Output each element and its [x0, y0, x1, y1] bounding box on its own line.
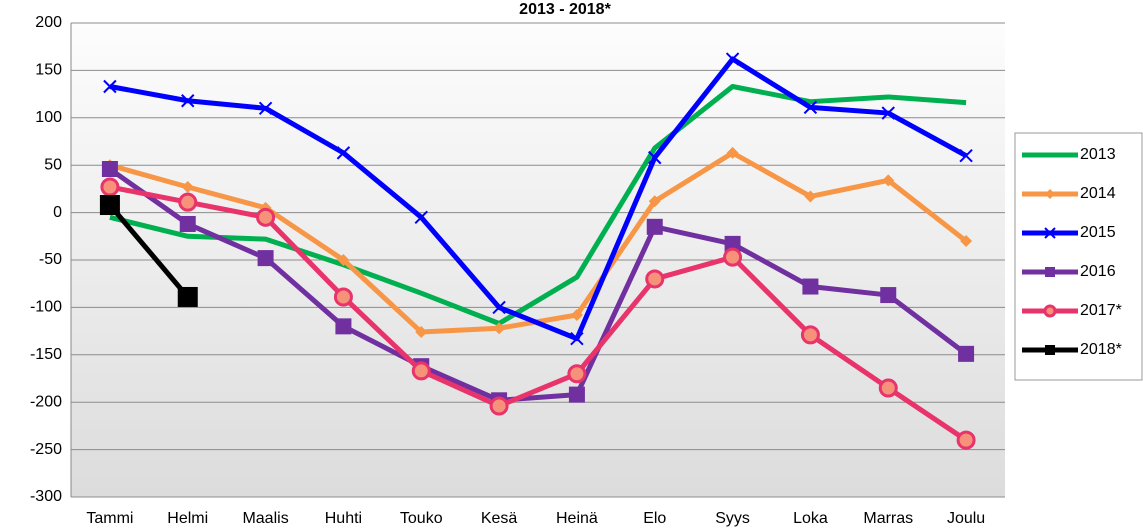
data-point	[335, 318, 352, 335]
data-point	[492, 300, 506, 315]
data-point	[493, 322, 506, 335]
legend-label: 2017*	[1080, 302, 1122, 319]
data-point	[333, 287, 353, 307]
legend-label: 2016	[1080, 263, 1116, 280]
data-point	[411, 361, 431, 381]
data-point	[958, 345, 975, 362]
legend-marker	[1045, 345, 1055, 355]
x-tick-label: Huhti	[325, 510, 362, 527]
data-point	[725, 52, 740, 66]
data-point	[257, 250, 274, 267]
data-point	[489, 396, 509, 416]
data-point	[100, 177, 120, 197]
data-point	[103, 79, 117, 94]
data-point	[878, 378, 898, 398]
series-line	[109, 56, 968, 342]
data-point	[726, 146, 739, 159]
x-tick-label: Syys	[715, 510, 750, 527]
data-point	[570, 331, 584, 346]
data-point	[568, 386, 585, 403]
x-tick-label: Maalis	[242, 510, 288, 527]
y-tick-label: 50	[44, 156, 62, 173]
legend-label: 2015	[1080, 224, 1116, 241]
x-tick-label: Kesä	[481, 510, 518, 527]
x-tick-label: Heinä	[556, 510, 598, 527]
data-point	[882, 174, 895, 187]
data-point	[178, 192, 198, 212]
data-point	[415, 326, 428, 339]
data-point	[567, 364, 587, 384]
x-tick-label: Tammi	[86, 510, 133, 527]
x-tick-label: Loka	[793, 510, 828, 527]
data-point	[724, 235, 741, 252]
data-point	[258, 101, 273, 116]
y-tick-label: 100	[35, 109, 62, 126]
data-point	[181, 94, 195, 108]
legend-label: 2013	[1080, 146, 1116, 163]
data-point	[336, 146, 351, 160]
data-point	[802, 278, 819, 295]
y-tick-label: 0	[53, 204, 62, 221]
data-point	[804, 190, 817, 203]
data-point	[570, 308, 583, 321]
chart-title: 2013 - 2018*	[519, 1, 611, 18]
data-point	[177, 286, 198, 307]
legend-label: 2018*	[1080, 341, 1122, 358]
legend-marker	[1045, 189, 1055, 199]
data-point	[645, 269, 665, 289]
y-tick-label: -250	[30, 441, 62, 458]
x-tick-label: Marras	[863, 510, 913, 527]
x-tick-label: Joulu	[947, 510, 985, 527]
legend-marker	[1043, 304, 1057, 318]
series-line	[108, 166, 968, 403]
y-tick-label: -150	[30, 346, 62, 363]
data-point	[881, 106, 895, 120]
data-point	[880, 287, 897, 304]
data-point	[648, 150, 662, 165]
y-tick-label: 200	[35, 14, 62, 31]
series-line	[109, 184, 968, 443]
data-point	[101, 160, 118, 177]
data-point	[256, 207, 276, 227]
data-point	[646, 218, 663, 235]
y-tick-label: 150	[35, 62, 62, 79]
data-point	[414, 210, 428, 225]
data-point	[181, 181, 194, 194]
data-point	[723, 247, 743, 267]
data-point	[648, 195, 661, 208]
data-point	[99, 195, 120, 216]
y-tick-label: -200	[30, 393, 62, 410]
data-point	[179, 215, 196, 232]
y-tick-label: -300	[30, 488, 62, 505]
data-point	[803, 100, 818, 115]
data-point	[337, 254, 350, 266]
legend-label: 2014	[1080, 185, 1116, 202]
legend-marker	[1045, 267, 1055, 277]
data-point	[800, 325, 820, 345]
series-line	[109, 84, 967, 327]
x-tick-label: Touko	[400, 510, 443, 527]
x-tick-label: Helmi	[167, 510, 208, 527]
data-point	[959, 149, 973, 163]
data-point	[956, 430, 976, 450]
y-tick-label: -100	[30, 299, 62, 316]
x-tick-label: Elo	[643, 510, 666, 527]
series-line	[108, 203, 190, 299]
legend-marker	[1044, 227, 1056, 239]
data-point	[960, 235, 973, 248]
y-tick-label: -50	[39, 251, 62, 268]
legend	[1014, 132, 1143, 381]
